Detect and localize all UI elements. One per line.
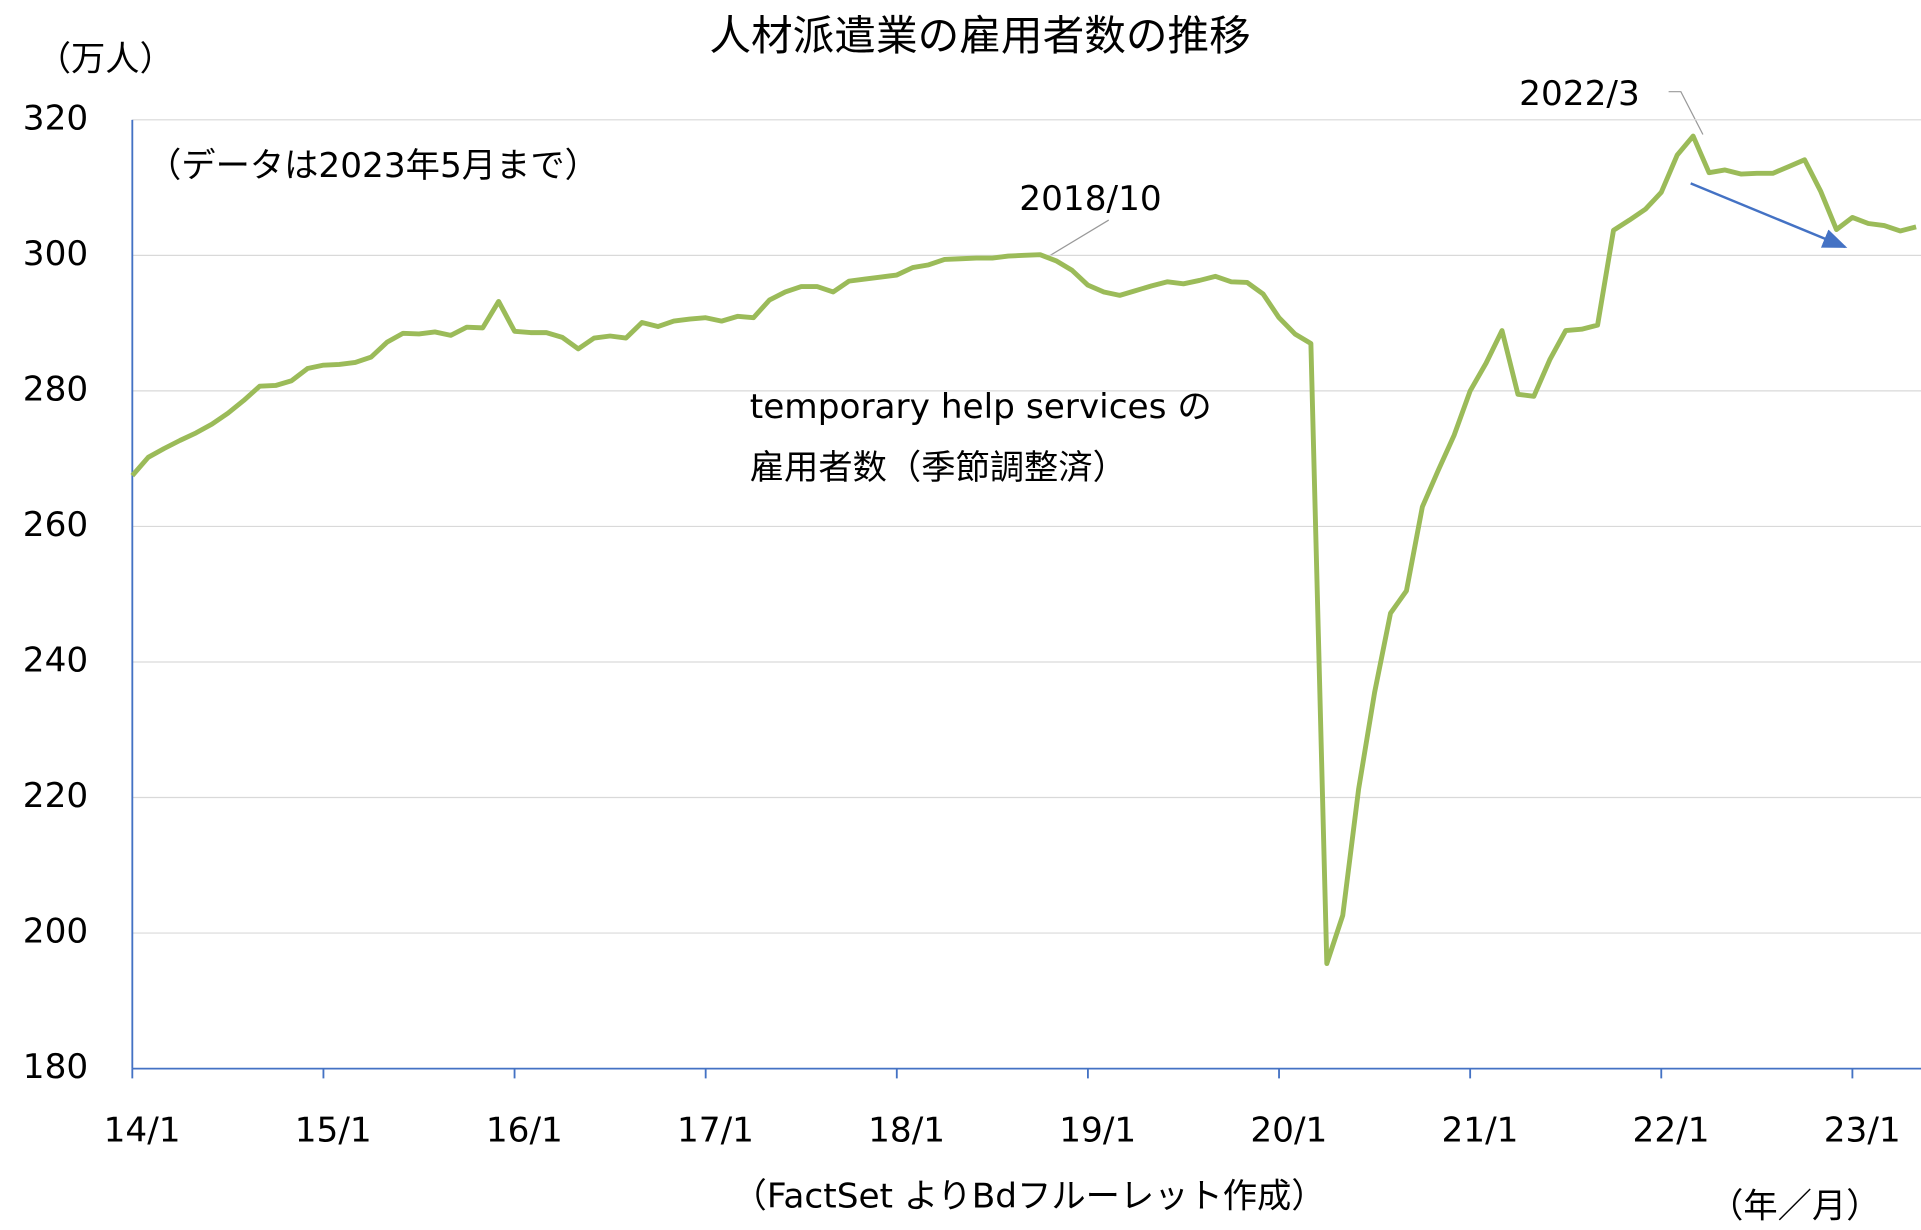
data-line <box>130 133 1917 967</box>
x-tick-label: 23/1 <box>1824 1111 1901 1151</box>
x-tick-label: 15/1 <box>295 1111 372 1151</box>
annotation: 2018/10 <box>1019 179 1161 219</box>
y-tick-label: 240 <box>23 641 88 681</box>
x-tick-label: 21/1 <box>1441 1111 1518 1151</box>
y-tick-label: 320 <box>23 98 88 138</box>
y-axis-label: （万人） <box>37 40 174 80</box>
x-tick-label: 20/1 <box>1250 1111 1327 1151</box>
x-tick-label: 16/1 <box>486 1111 563 1151</box>
trend-arrow <box>1690 182 1848 249</box>
leader-line <box>1668 91 1704 135</box>
y-tick-label: 300 <box>23 234 88 274</box>
source: （FactSet よりBdフルーレット作成） <box>733 1177 1326 1217</box>
x-tick-label: 22/1 <box>1633 1111 1710 1151</box>
y-tick-label: 280 <box>23 369 88 409</box>
annotation: 2022/3 <box>1519 74 1640 114</box>
x-tick-label: 14/1 <box>104 1111 181 1151</box>
y-tick-label: 180 <box>23 1047 88 1087</box>
leader-line <box>1049 219 1110 257</box>
y-tick-label: 220 <box>23 776 88 816</box>
note: （データは2023年5月まで） <box>147 146 599 186</box>
x-tick-label: 17/1 <box>677 1111 754 1151</box>
series-label: 雇用者数（季節調整済） <box>750 448 1127 488</box>
y-tick-label: 260 <box>23 505 88 545</box>
x-tick-label: 18/1 <box>868 1111 945 1151</box>
series-label: temporary help services の <box>750 387 1212 427</box>
x-tick-label: 19/1 <box>1059 1111 1136 1151</box>
x-axis-label: （年／月） <box>1709 1187 1880 1227</box>
y-tick-label: 200 <box>23 912 88 952</box>
chart-title: 人材派遣業の雇用者数の推移 <box>709 11 1250 60</box>
